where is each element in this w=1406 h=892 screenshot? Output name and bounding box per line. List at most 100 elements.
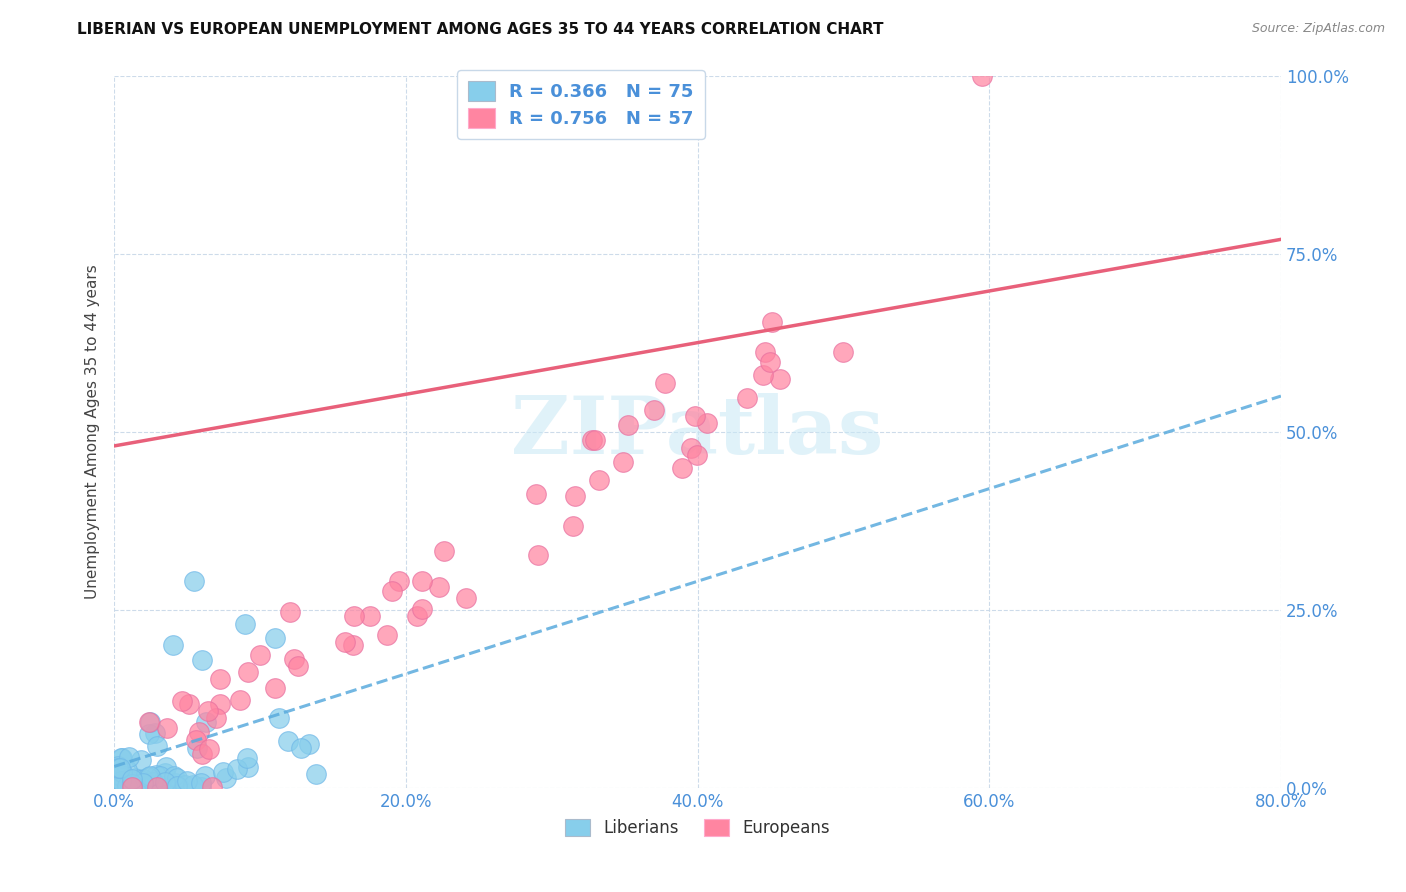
Point <box>117 772 139 786</box>
Point <box>278 605 301 619</box>
Point <box>107 768 129 782</box>
Point <box>145 767 167 781</box>
Point <box>112 780 135 794</box>
Point <box>388 574 411 589</box>
Point <box>118 780 141 794</box>
Text: Source: ZipAtlas.com: Source: ZipAtlas.com <box>1251 22 1385 36</box>
Point <box>208 697 231 711</box>
Text: LIBERIAN VS EUROPEAN UNEMPLOYMENT AMONG AGES 35 TO 44 YEARS CORRELATION CHART: LIBERIAN VS EUROPEAN UNEMPLOYMENT AMONG … <box>77 22 884 37</box>
Point <box>197 704 219 718</box>
Point <box>115 777 138 791</box>
Point <box>359 609 381 624</box>
Point <box>432 544 454 558</box>
Point <box>188 724 211 739</box>
Point <box>156 780 179 794</box>
Point <box>561 519 583 533</box>
Point <box>411 602 433 616</box>
Point <box>177 698 200 712</box>
Point <box>107 761 129 775</box>
Point <box>290 740 312 755</box>
Point <box>524 487 547 501</box>
Point <box>167 780 190 794</box>
Point <box>343 609 366 624</box>
Point <box>335 635 357 649</box>
Point <box>149 775 172 789</box>
Point <box>526 548 548 562</box>
Y-axis label: Unemployment Among Ages 35 to 44 years: Unemployment Among Ages 35 to 44 years <box>86 264 100 599</box>
Point <box>143 726 166 740</box>
Point <box>117 750 139 764</box>
Point <box>107 759 129 773</box>
Point <box>184 733 207 747</box>
Point <box>235 617 257 632</box>
Point <box>581 433 603 447</box>
Point <box>204 711 226 725</box>
Point <box>163 768 186 782</box>
Point <box>236 665 259 679</box>
Point <box>381 583 404 598</box>
Point <box>124 775 146 789</box>
Point <box>287 658 309 673</box>
Point <box>138 727 160 741</box>
Point <box>970 69 993 83</box>
Point <box>564 489 586 503</box>
Point <box>264 681 287 696</box>
Point <box>377 628 399 642</box>
Point <box>832 345 855 359</box>
Point <box>696 417 718 431</box>
Point <box>191 747 214 762</box>
Point <box>643 403 665 417</box>
Point <box>267 711 290 725</box>
Point <box>139 775 162 789</box>
Point <box>155 760 177 774</box>
Point <box>149 769 172 783</box>
Point <box>174 778 197 792</box>
Point <box>617 417 640 432</box>
Point <box>121 780 143 794</box>
Point <box>671 460 693 475</box>
Point <box>263 632 285 646</box>
Point <box>229 693 252 707</box>
Point <box>165 776 187 790</box>
Point <box>115 763 138 777</box>
Point <box>124 771 146 785</box>
Point <box>235 751 257 765</box>
Point <box>138 715 160 730</box>
Point <box>190 780 212 794</box>
Point <box>683 409 706 424</box>
Point <box>215 771 238 785</box>
Point <box>427 581 450 595</box>
Point <box>129 772 152 787</box>
Point <box>209 673 232 687</box>
Point <box>190 776 212 790</box>
Point <box>153 766 176 780</box>
Point <box>170 694 193 708</box>
Point <box>120 780 142 794</box>
Point <box>201 780 224 794</box>
Point <box>146 739 169 753</box>
Point <box>162 639 184 653</box>
Point <box>735 391 758 405</box>
Point <box>110 751 132 765</box>
Point <box>107 773 129 788</box>
Point <box>132 776 155 790</box>
Point <box>194 714 217 729</box>
Point <box>588 473 610 487</box>
Point <box>139 714 162 729</box>
Point <box>769 372 792 386</box>
Point <box>249 648 271 662</box>
Point <box>186 741 208 756</box>
Point <box>190 652 212 666</box>
Point <box>136 771 159 785</box>
Point <box>176 774 198 789</box>
Point <box>754 345 776 359</box>
Point <box>121 777 143 791</box>
Point <box>583 433 606 447</box>
Point <box>155 775 177 789</box>
Point <box>145 780 167 794</box>
Point <box>131 772 153 786</box>
Point <box>197 742 219 756</box>
Point <box>236 760 259 774</box>
Legend: Liberians, Europeans: Liberians, Europeans <box>558 812 837 844</box>
Point <box>751 368 773 383</box>
